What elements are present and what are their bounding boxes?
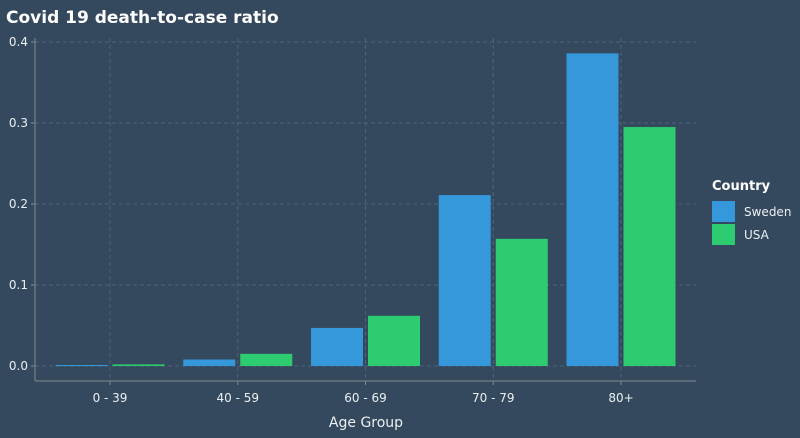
- x-tick-label: 0 - 39: [93, 391, 128, 405]
- bar-sweden-5: [566, 53, 619, 367]
- legend-title: Country: [712, 179, 771, 194]
- bar-usa-3: [368, 315, 420, 366]
- x-axis-title: Age Group: [329, 415, 403, 431]
- legend: Country Sweden USA: [712, 179, 791, 245]
- legend-swatch-usa: [712, 224, 735, 245]
- legend-label-sweden: Sweden: [744, 205, 791, 219]
- bar-sweden-3: [311, 327, 363, 366]
- y-tick-label: 0.2: [9, 197, 28, 211]
- legend-swatch-sweden: [712, 201, 735, 222]
- bar-usa-5: [623, 127, 676, 366]
- bars: [55, 53, 676, 367]
- y-tick-label: 0.4: [9, 35, 28, 49]
- y-axis-ticks: 0.0 0.1 0.2 0.3 0.4: [9, 35, 35, 373]
- x-tick-label: 70 - 79: [472, 391, 515, 405]
- x-tick-label: 40 - 59: [217, 391, 260, 405]
- x-axis-ticks: 0 - 39 40 - 59 60 - 69 70 - 79 80+: [93, 381, 634, 405]
- bar-usa-2: [240, 353, 293, 366]
- chart-title: Covid 19 death-to-case ratio: [6, 8, 279, 28]
- y-tick-label: 0.1: [9, 278, 28, 292]
- bar-usa-4: [495, 238, 548, 366]
- bar-sweden-1: [55, 365, 108, 366]
- bar-sweden-2: [183, 359, 236, 366]
- y-tick-label: 0.0: [9, 359, 28, 373]
- bar-sweden-4: [438, 195, 491, 366]
- x-tick-label: 60 - 69: [344, 391, 387, 405]
- y-tick-label: 0.3: [9, 116, 28, 130]
- x-tick-label: 80+: [608, 391, 633, 405]
- gridlines: [35, 38, 696, 381]
- legend-label-usa: USA: [744, 228, 770, 242]
- bar-usa-1: [112, 364, 165, 366]
